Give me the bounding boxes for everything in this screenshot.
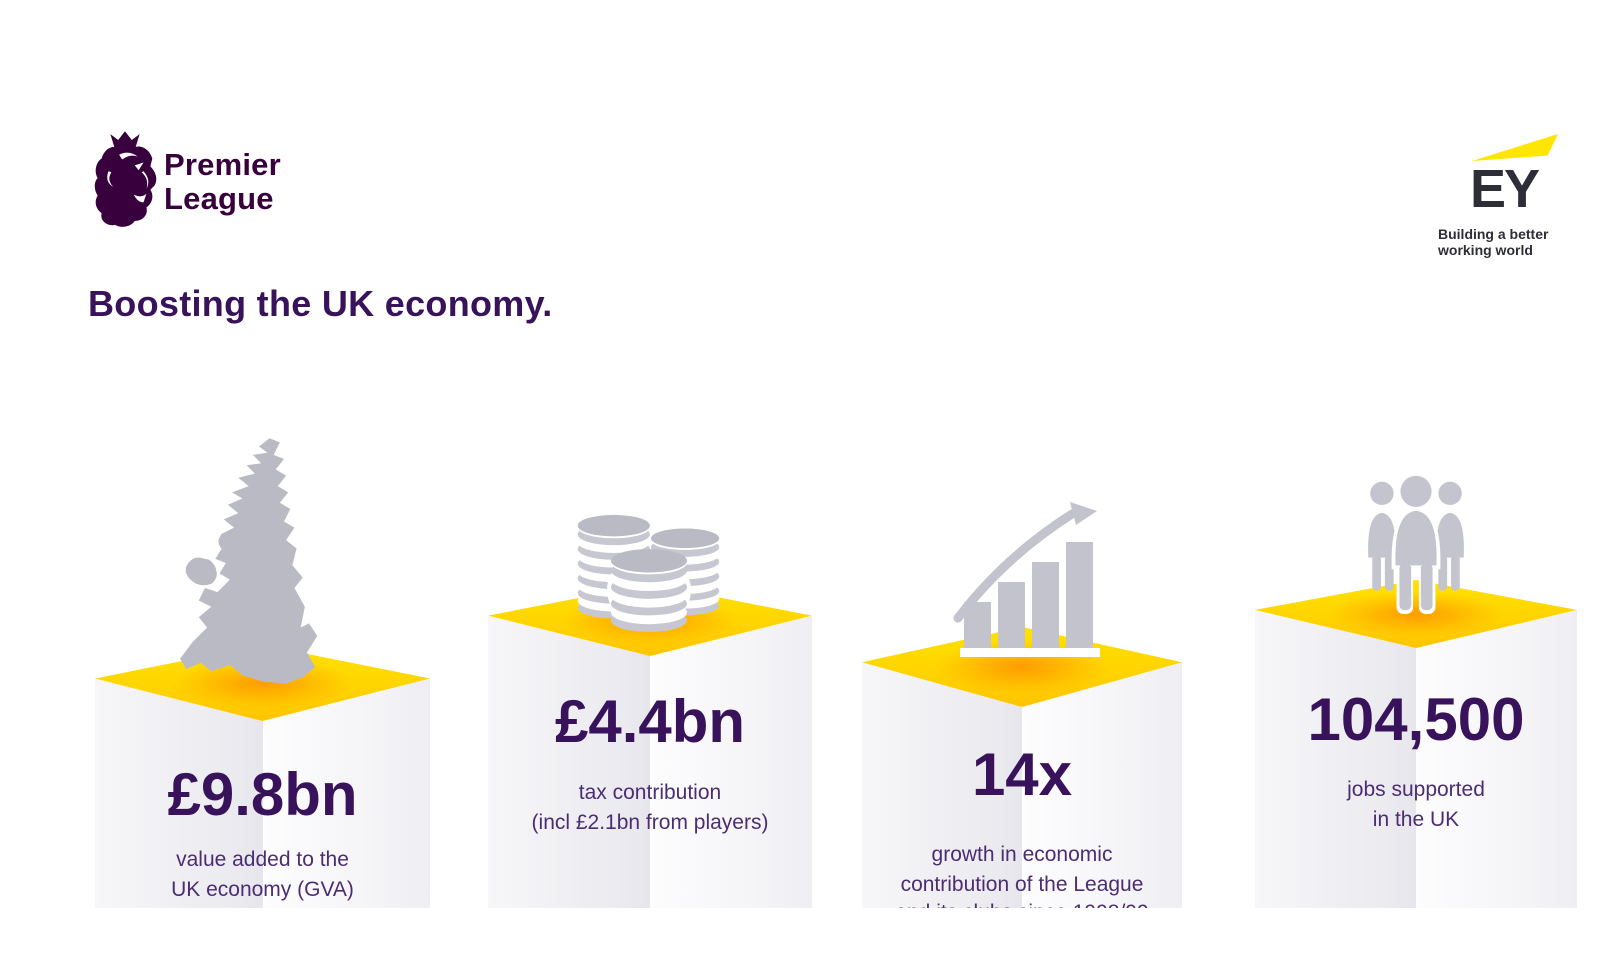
pedestal-body [95,678,430,908]
stat-caption-line1: growth in economic [931,843,1113,866]
pedestal-body [862,662,1182,908]
uk-map-icon [180,438,318,684]
stat-caption-line3-clipped: and its clubs since 1998/99 [862,898,1182,908]
pedestal-face-right [1416,610,1577,908]
coin-stacks-icon [577,514,720,632]
ey-beam-icon [1472,134,1558,161]
stat-caption-line1: jobs supported [1347,778,1485,801]
pedestal-face-left [862,662,1022,908]
stat-caption-line2: contribution of the League [900,873,1144,896]
ey-tagline-line2: working world [1438,242,1533,258]
premier-league-lion-icon [94,131,157,227]
stat-card-growth: 14x growth in economic contribution of t… [862,496,1182,908]
pedestal-body [1255,610,1577,908]
stat-caption-line2: UK economy (GVA) [171,878,354,901]
people-group-icon [1368,472,1464,615]
pedestal-face-right [650,616,812,908]
stat-caption-line1: value added to the [176,848,349,871]
premier-league-wordmark: Premier League [164,148,281,216]
stat-card-jobs: 104,500 jobs supported in the UK [1255,468,1577,908]
stat-value: £4.4bn [554,688,746,755]
pedestal-face-left [95,678,263,908]
ey-tagline: Building a better working world [1438,226,1548,258]
stat-value: £9.8bn [167,761,358,828]
pedestal-face-right [262,678,430,908]
premier-league-wordmark-line1: Premier [164,147,281,182]
ey-letters: EY [1470,159,1540,219]
pedestal-face-left [488,616,650,908]
stat-value: 104,500 [1307,686,1525,753]
ey-tagline-line1: Building a better [1438,226,1549,242]
growth-bars-arrow-icon [953,502,1100,657]
premier-league-wordmark-line2: League [164,181,274,216]
page-title: Boosting the UK economy. [88,283,553,324]
stat-card-gva: £9.8bn value added to the UK economy (GV… [95,430,430,908]
stat-caption-line2: in the UK [1372,808,1460,831]
pedestal-body [488,616,812,908]
stat-caption-line1: tax contribution [578,781,722,804]
stat-card-tax: £4.4bn tax contribution (incl £2.1bn fro… [488,508,812,908]
pedestal-face-right [1022,662,1182,908]
stat-caption-line2: (incl £2.1bn from players) [531,811,769,834]
pedestal-face-left [1255,610,1416,908]
stat-value: 14x [971,741,1073,808]
